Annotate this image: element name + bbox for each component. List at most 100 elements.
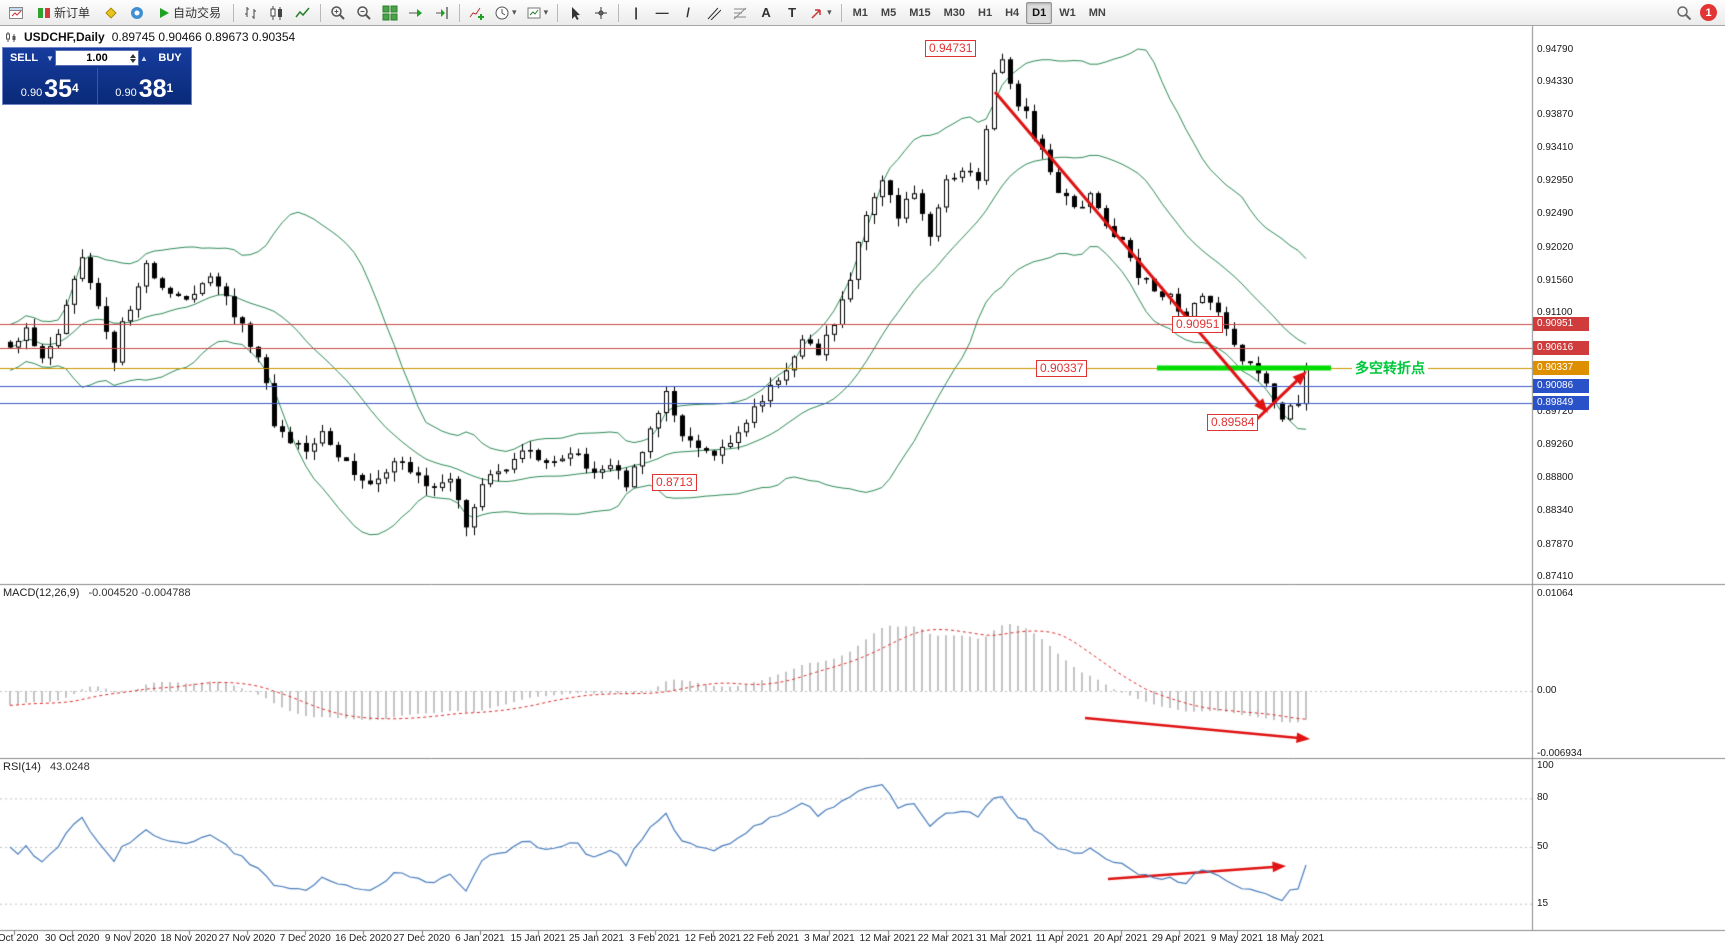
tile-windows-button[interactable] [378,2,402,24]
auto-scroll-icon [409,8,423,17]
bar-chart-icon [245,6,257,19]
fibonacci-button[interactable] [728,2,752,24]
autotrading-label: 自动交易 [173,6,222,20]
fibonacci-icon [733,7,747,19]
zoom-out-button[interactable] [352,2,376,24]
timeframe-w1-button[interactable]: W1 [1059,6,1076,19]
notification-badge[interactable]: 1 [1700,4,1717,21]
buy-price-pip: 1 [166,81,174,95]
templates-icon [527,7,541,18]
horizontal-line-button[interactable]: — [650,2,674,24]
zoom-in-icon [331,5,345,20]
auto-scroll-button[interactable] [404,2,428,24]
bar-chart-button[interactable] [239,2,263,24]
tile-windows-icon [382,5,398,20]
candlestick-chart-icon [270,5,283,20]
templates-button[interactable]: ▾ [523,2,553,24]
timeframe-m1-button[interactable]: M1 [852,6,868,19]
toolbar-separator [840,3,842,22]
metaeditor-button[interactable] [99,2,123,24]
line-chart-button[interactable] [291,2,315,24]
horizontal-line-icon: — [655,4,669,20]
vertical-line-button[interactable]: | [624,2,648,24]
macd-values: -0.004520 -0.004788 [88,587,191,599]
ohlc-values: 0.89745 0.90466 0.89673 0.90354 [111,30,296,44]
main-toolbar: 新订单 自动交易 [0,0,1725,26]
zoom-in-button[interactable] [326,2,350,24]
chart-shift-button[interactable] [430,2,454,24]
channel-button[interactable] [702,2,726,24]
sell-button[interactable]: 0.90 35 4 [3,68,98,104]
macd-label: MACD(12,26,9) [3,587,80,599]
buy-price-prefix: 0.90 [115,87,137,99]
autotrading-icon [160,7,170,18]
community-button[interactable] [125,2,149,24]
sell-price-pip: 4 [72,81,79,95]
volume-dropdown-arrow[interactable]: ▼ [46,53,54,63]
channel-icon [707,7,722,20]
search-icon[interactable] [1676,5,1692,21]
crosshair-button[interactable] [589,2,613,24]
timeframe-m30-button[interactable]: M30 [943,6,965,19]
new-chart-icon [9,6,23,19]
text-label-button[interactable]: T [780,2,804,24]
text-icon: A [761,4,771,20]
vertical-line-icon: | [634,4,638,20]
trade-panel-prices: 0.90 35 4 0.90 38 1 [3,68,191,104]
line-chart-icon [295,7,310,17]
indicators-button[interactable] [465,2,489,24]
toolbar-separator [557,3,559,22]
rsi-label: RSI(14) [3,761,41,773]
periods-icon [495,6,509,19]
timeframe-h4-button[interactable]: H4 [1005,6,1020,19]
timeframe-h1-button[interactable]: H1 [978,6,993,19]
chevron-down-icon: ▾ [543,7,549,17]
timeframe-m15-button[interactable]: M15 [909,6,931,19]
volume-dropdown-arrow[interactable]: ▲ [140,53,148,63]
cursor-button[interactable] [563,2,587,24]
periods-button[interactable]: ▾ [491,2,521,24]
new-order-label: 新订单 [54,6,91,20]
chevron-down-icon: ▾ [512,7,517,17]
chart-shift-icon [436,6,449,19]
metaeditor-icon [105,6,117,19]
autotrading-button[interactable]: 自动交易 [151,2,228,24]
trendline-button[interactable]: / [676,2,700,24]
toolbar-separator [459,3,461,22]
trendline-icon: / [686,4,690,20]
zoom-out-icon [357,5,371,20]
new-order-button[interactable]: 新订单 [30,2,97,24]
arrows-icon [811,8,821,19]
toolbar-separator [320,3,322,22]
toolbar-separator [233,3,235,22]
volume-increase-icon[interactable] [130,53,136,58]
arrows-button[interactable]: ▾ [806,2,836,24]
sell-label: SELL [9,52,39,64]
timeframe-mn-button[interactable]: MN [1088,6,1106,19]
trade-panel-top-row: SELL ▼ 1.00 ▲ BUY [3,48,191,68]
candlestick-chart-button[interactable] [265,2,289,24]
text-button[interactable]: A [754,2,778,24]
rsi-value: 43.0248 [49,761,90,773]
timeframe-d1-button[interactable]: D1 [1026,1,1053,24]
sell-price-main: 35 [44,75,73,103]
crosshair-icon [595,6,608,19]
volume-decrease-icon[interactable] [130,58,136,63]
timeframe-group: M1 M5 M15 M30 H1 H4 D1 W1 MN [847,1,1112,24]
new-order-icon [38,7,50,18]
symbol-period: USDCHF,Daily [24,30,105,44]
buy-button[interactable]: 0.90 38 1 [98,68,192,104]
text-label-icon: T [788,4,797,20]
buy-label: BUY [158,52,182,64]
timeframe-m5-button[interactable]: M5 [880,6,897,19]
volume-spinner[interactable] [130,51,136,65]
chart-title: USDCHF,Daily 0.89745 0.90466 0.89673 0.9… [5,30,295,44]
macd-header: MACD(12,26,9) -0.004520 -0.004788 [3,587,191,599]
volume-input[interactable]: 1.00 [55,50,139,66]
one-click-trading-panel: SELL ▼ 1.00 ▲ BUY 0.90 35 4 0.90 38 1 [2,47,192,105]
toolbar-separator [618,3,620,22]
new-chart-button[interactable] [4,2,28,24]
indicators-icon [469,7,485,20]
